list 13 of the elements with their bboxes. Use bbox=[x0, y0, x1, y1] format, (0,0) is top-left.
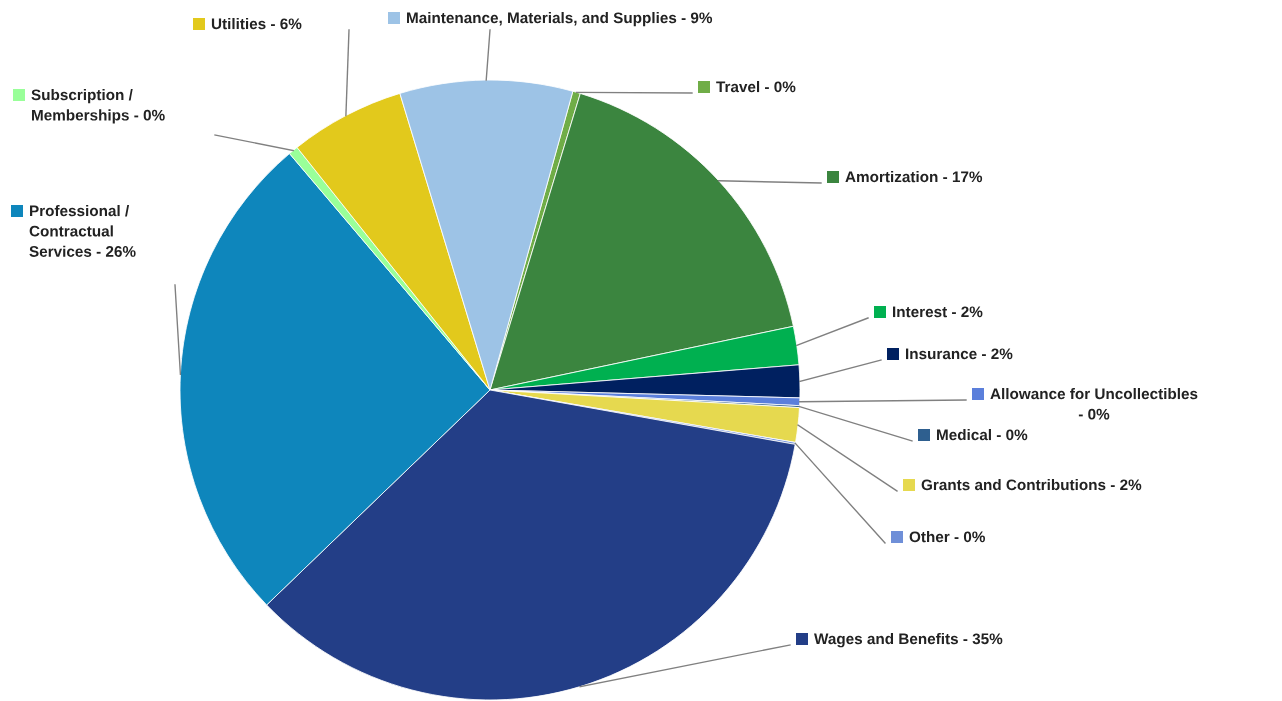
legend-label: Other - 0% bbox=[909, 531, 985, 543]
legend-label: Insurance - 2% bbox=[906, 348, 1013, 360]
legend-label: Utilities - 6% bbox=[211, 18, 302, 30]
legend-label: Wages and Benefits - 35% bbox=[814, 633, 1003, 648]
legend-label: Grants and Contributions - 2% bbox=[921, 479, 1142, 491]
legend-label: Medical - 0% bbox=[937, 429, 1028, 441]
legend-label: Maintenance, Materials, and Supplies - 9% bbox=[407, 12, 713, 27]
legend-label: Subscription / Memberships - 0% bbox=[31, 89, 165, 124]
legend-label: Professional / Contractual Services - 26% bbox=[29, 205, 136, 257]
legend-label: Amortization - 17% bbox=[845, 171, 983, 183]
legend-label: Interest - 2% bbox=[893, 306, 983, 318]
legend-label: Travel - 0% bbox=[716, 81, 796, 93]
legend-label: Allowance for Uncollectibles - 0% bbox=[990, 388, 1198, 420]
